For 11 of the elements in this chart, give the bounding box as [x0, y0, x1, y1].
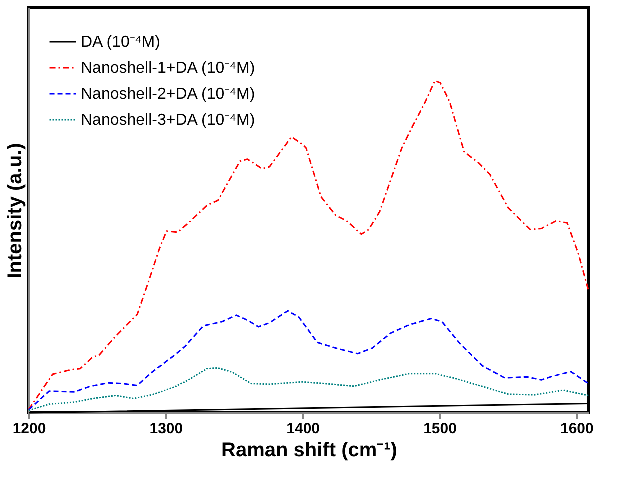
x-tick-label: 1500: [424, 420, 457, 438]
legend-label: Nanoshell-2+DA (10⁻⁴M): [81, 86, 256, 103]
x-axis-title: Raman shift (cm⁻¹): [222, 440, 398, 462]
x-tick-label: 1300: [150, 420, 184, 438]
x-tick-label: 1400: [286, 420, 320, 438]
legend-label: DA (10⁻⁴M): [81, 34, 160, 51]
x-tick-label: 1600: [560, 420, 594, 438]
y-axis-title: Intensity (a.u.): [4, 143, 26, 279]
x-tick-label: 1200: [12, 420, 46, 438]
legend-label: Nanoshell-3+DA (10⁻⁴M): [81, 112, 256, 129]
legend-label: Nanoshell-1+DA (10⁻⁴M): [81, 60, 256, 77]
